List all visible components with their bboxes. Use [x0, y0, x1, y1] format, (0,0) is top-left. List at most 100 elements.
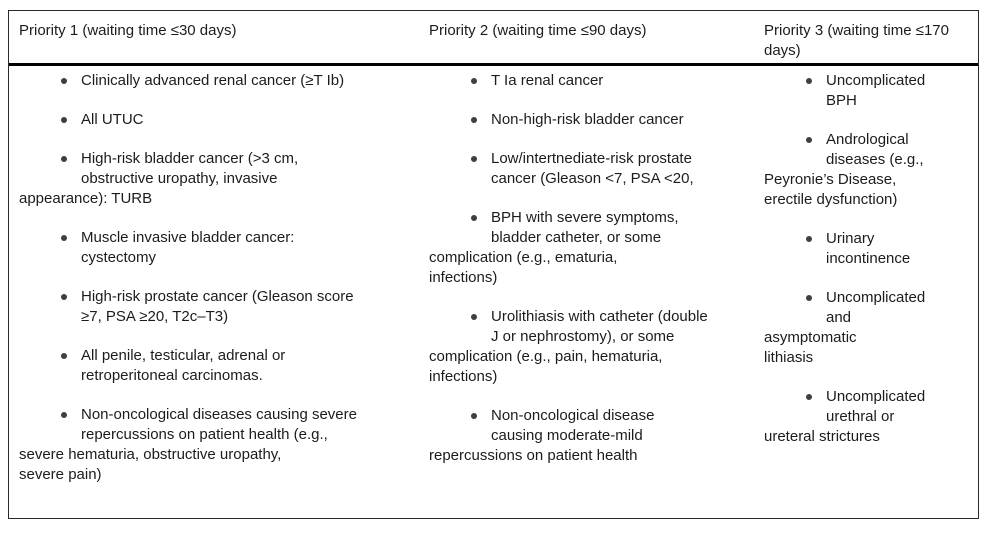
list-item-line: Urolithiasis with catheter (double [491, 308, 708, 325]
header-priority-2: Priority 2 (waiting time ≤90 days) [429, 22, 647, 39]
list-item-line: ≥7, PSA ≥20, T2c–T3) [81, 308, 229, 325]
list-item: High-risk prostate cancer (Gleason score… [19, 287, 411, 327]
list-item: Non-oncological diseases causing severe r… [19, 405, 411, 485]
list-item-line: Non-high-risk bladder cancer [491, 111, 684, 128]
list-item-line: BPH with severe symptoms, [491, 209, 679, 226]
bullet-icon [61, 294, 67, 300]
list-item-line: Uncomplicated [826, 289, 926, 306]
bulleted-lines: Non-oncological diseases causing severe r… [19, 405, 411, 445]
bullet-icon [806, 295, 812, 301]
bullet-icon [61, 235, 67, 241]
list-item: Uncomplicated urethral or ureteral strictu… [764, 387, 970, 447]
bullet-icon [471, 78, 477, 84]
list-item: All penile, testicular, adrenal or retrop… [19, 346, 411, 386]
bulleted-lines: Urolithiasis with catheter (double J or n… [429, 307, 746, 347]
list-item: Low/intertnediate-risk prostate cancer (G… [429, 149, 746, 189]
list-item-line: cancer (Gleason <7, PSA <20, [491, 170, 694, 187]
bullet-icon [806, 78, 812, 84]
list-item-flush-line: Peyronie’s Disease, [764, 171, 897, 188]
list-item-line: BPH [826, 92, 857, 109]
bullet-icon [471, 156, 477, 162]
list-item-line: repercussions on patient health (e.g., [81, 426, 328, 443]
list-item-line: incontinence [826, 250, 911, 267]
list-item-flush-line: lithiasis [764, 349, 814, 366]
list-item-line: and [826, 309, 852, 326]
bulleted-lines: Uncomplicated and [764, 288, 970, 328]
list-item-line: All penile, testicular, adrenal or [81, 347, 286, 364]
bullet-icon [471, 215, 477, 221]
priority-2-list: T Ia renal cancer Non-high-risk bladder c… [419, 71, 754, 504]
list-item-flush-line: complication (e.g., ematuria, [429, 249, 618, 266]
list-item: Urolithiasis with catheter (double J or n… [429, 307, 746, 387]
priority-table: Priority 1 (waiting time ≤30 days) Prior… [8, 10, 979, 519]
list-item-flush-line: infections) [429, 269, 498, 286]
list-item-line: Uncomplicated [826, 388, 926, 405]
bullet-icon [806, 236, 812, 242]
bulleted-lines: Urinary incontinence [764, 229, 970, 269]
priority-1-list: Clinically advanced renal cancer (≥T Ib)… [9, 71, 419, 504]
list-item-line: Muscle invasive bladder cancer: [81, 229, 295, 246]
list-item-line: High-risk prostate cancer (Gleason score [81, 288, 354, 305]
list-item: Urinary incontinence [764, 229, 970, 269]
list-item-flush-line: complication (e.g., pain, hematuria, [429, 348, 663, 365]
bullet-icon [61, 78, 67, 84]
list-item: Non-oncological disease causing moderate-… [429, 406, 746, 466]
list-item: Non-high-risk bladder cancer [429, 110, 746, 130]
list-item: Uncomplicated BPH [764, 71, 970, 111]
table-body-row: Clinically advanced renal cancer (≥T Ib)… [9, 66, 978, 504]
bullet-icon [471, 117, 477, 123]
list-item-line: retroperitoneal carcinomas. [81, 367, 263, 384]
list-item-line: bladder catheter, or some [491, 229, 662, 246]
list-item: BPH with severe symptoms, bladder cathete… [429, 208, 746, 288]
header-priority-3: Priority 3 (waiting time ≤170 days) [764, 22, 949, 59]
bulleted-lines: Non-oncological disease causing moderate-… [429, 406, 746, 446]
list-item-flush-line: ureteral strictures [764, 428, 880, 445]
list-item-flush-line: appearance): TURB [19, 190, 153, 207]
list-item: Andrological diseases (e.g., Peyronie’s Di… [764, 130, 970, 210]
bulleted-lines: Non-high-risk bladder cancer [429, 110, 746, 130]
bullet-icon [61, 412, 67, 418]
list-item: High-risk bladder cancer (>3 cm, obstruct… [19, 149, 411, 209]
list-item-flush-line: repercussions on patient health [429, 447, 638, 464]
bulleted-lines: Andrological diseases (e.g., [764, 130, 970, 170]
bullet-icon [806, 137, 812, 143]
list-item-flush-line: infections) [429, 368, 498, 385]
list-item-line: urethral or [826, 408, 895, 425]
list-item-line: Non-oncological disease [491, 407, 655, 424]
bullet-icon [61, 117, 67, 123]
list-item-line: Non-oncological diseases causing severe [81, 406, 357, 423]
list-item-line: Urinary [826, 230, 875, 247]
list-item: Uncomplicated and asymptomatic lithiasis [764, 288, 970, 368]
bulleted-lines: Muscle invasive bladder cancer: cystectom… [19, 228, 411, 268]
list-item-line: T Ia renal cancer [491, 72, 604, 89]
header-priority-1: Priority 1 (waiting time ≤30 days) [19, 22, 237, 39]
table-header-row: Priority 1 (waiting time ≤30 days) Prior… [9, 11, 978, 66]
list-item-line: Clinically advanced renal cancer (≥T Ib) [81, 72, 345, 89]
list-item-line: obstructive uropathy, invasive [81, 170, 278, 187]
list-item-line: Andrological [826, 131, 909, 148]
list-item-line: causing moderate-mild [491, 427, 643, 444]
bulleted-lines: BPH with severe symptoms, bladder cathete… [429, 208, 746, 248]
bullet-icon [471, 314, 477, 320]
list-item-line: J or nephrostomy), or some [491, 328, 675, 345]
list-item-line: Uncomplicated [826, 72, 926, 89]
bulleted-lines: High-risk bladder cancer (>3 cm, obstruct… [19, 149, 411, 189]
list-item-flush-line: severe hematuria, obstructive uropathy, [19, 446, 282, 463]
bullet-icon [806, 394, 812, 400]
priority-3-list: Uncomplicated BPH Andrological diseases (e.… [754, 71, 978, 504]
bulleted-lines: Uncomplicated urethral or [764, 387, 970, 427]
bulleted-lines: Low/intertnediate-risk prostate cancer (G… [429, 149, 746, 189]
list-item: Clinically advanced renal cancer (≥T Ib) [19, 71, 411, 91]
bulleted-lines: Clinically advanced renal cancer (≥T Ib) [19, 71, 411, 91]
list-item-line: diseases (e.g., [826, 151, 924, 168]
list-item: T Ia renal cancer [429, 71, 746, 91]
bulleted-lines: All UTUC [19, 110, 411, 130]
list-item-flush-line: severe pain) [19, 466, 102, 483]
list-item-flush-line: asymptomatic [764, 329, 857, 346]
list-item-flush-line: erectile dysfunction) [764, 191, 898, 208]
bulleted-lines: T Ia renal cancer [429, 71, 746, 91]
bulleted-lines: All penile, testicular, adrenal or retrop… [19, 346, 411, 386]
list-item-line: High-risk bladder cancer (>3 cm, [81, 150, 299, 167]
bullet-icon [61, 156, 67, 162]
